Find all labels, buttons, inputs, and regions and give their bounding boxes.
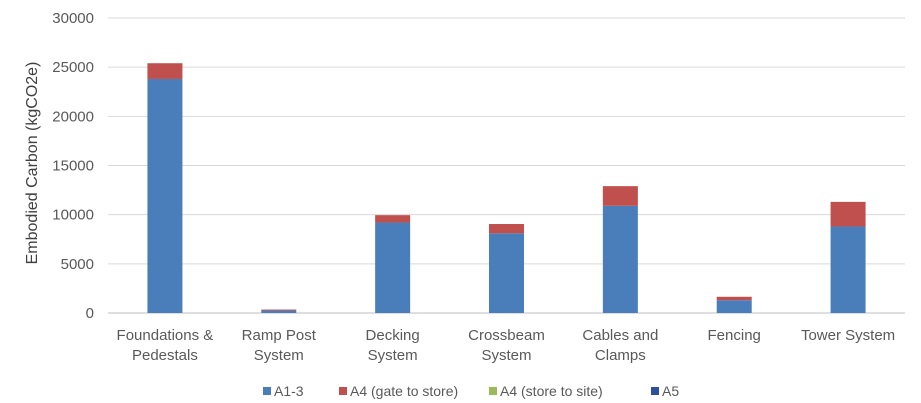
x-tick-label: System <box>481 347 531 364</box>
y-axis-ticks: 0 5000 10000 15000 20000 25000 30000 <box>52 10 94 322</box>
y-tick-label: 10000 <box>52 207 94 224</box>
legend-label: A4 (store to site) <box>500 383 603 399</box>
gridlines <box>108 17 905 314</box>
bar-segment-a1-3 <box>602 205 638 313</box>
bar-segment-a1-3 <box>375 222 411 313</box>
bar-segment-a1-3 <box>830 226 866 313</box>
x-tick-label: Foundations & <box>117 327 214 344</box>
y-tick-label: 0 <box>86 305 94 322</box>
x-tick-label: Fencing <box>708 327 761 344</box>
legend-swatch <box>263 387 271 395</box>
bar-segment-a4-gate-to-store <box>489 224 524 234</box>
x-tick-label: Cables and <box>582 327 658 344</box>
bar-segment-a4-gate-to-store <box>147 63 183 79</box>
x-axis-ticks: Foundations & Pedestals Ramp Post System Dec… <box>117 327 896 364</box>
legend-label: A4 (gate to store) <box>350 383 458 399</box>
y-tick-label: 20000 <box>52 108 94 125</box>
y-tick-label: 30000 <box>52 10 94 27</box>
y-axis-title: Embodied Carbon (kgCO2e) <box>24 62 41 265</box>
bar-segment-a1-3 <box>716 300 752 313</box>
x-tick-label: Tower System <box>801 327 895 344</box>
bar-segment-a1-3 <box>489 233 524 313</box>
legend-swatch <box>489 387 497 395</box>
legend-swatch <box>339 387 347 395</box>
y-tick-label: 25000 <box>52 59 94 76</box>
bar-segment-a4-gate-to-store <box>261 309 297 311</box>
x-tick-label: System <box>254 347 304 364</box>
bar-segment-a4-gate-to-store <box>602 186 638 206</box>
bar-segment-a4-gate-to-store <box>830 201 866 227</box>
x-tick-label: Crossbeam <box>468 327 545 344</box>
bar-segment-a1-3 <box>147 78 183 313</box>
x-tick-label: Pedestals <box>132 347 198 364</box>
legend-label: A5 <box>662 383 679 399</box>
x-tick-label: Decking <box>366 327 420 344</box>
x-tick-label: Ramp Post <box>242 327 317 344</box>
y-tick-label: 5000 <box>61 256 94 273</box>
legend-label: A1-3 <box>274 383 304 399</box>
x-tick-label: System <box>368 347 418 364</box>
y-tick-label: 15000 <box>52 158 94 175</box>
legend: A1-3 A4 (gate to store) A4 (store to site)… <box>263 383 679 399</box>
bar-segment-a4-gate-to-store <box>716 296 752 301</box>
bar-segment-a1-3 <box>261 310 297 313</box>
x-tick-label: Clamps <box>595 347 646 364</box>
bar-segment-a4-gate-to-store <box>375 215 411 223</box>
legend-swatch <box>651 387 659 395</box>
bars <box>147 63 866 313</box>
